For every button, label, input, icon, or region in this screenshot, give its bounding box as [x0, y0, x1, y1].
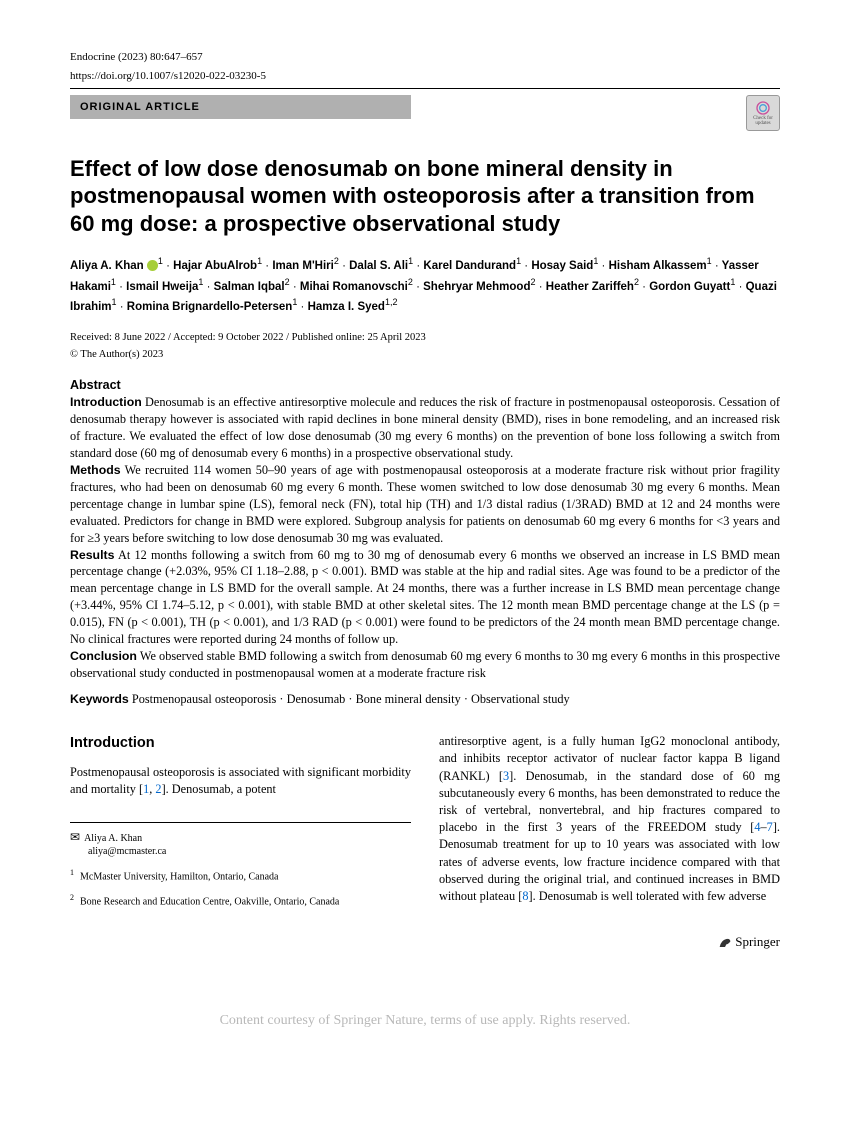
abstract-heading: Abstract: [70, 378, 780, 392]
abstract-results-label: Results: [70, 548, 114, 562]
keywords-line: Keywords Postmenopausal osteoporosis · D…: [70, 692, 780, 707]
publisher-brand: Springer: [70, 934, 780, 951]
watermark-text: Content courtesy of Springer Nature, ter…: [0, 1013, 850, 1029]
keywords-label: Keywords: [70, 692, 129, 706]
springer-horse-icon: [717, 935, 733, 951]
intro-paragraph-right: antiresorptive agent, is a fully human I…: [439, 733, 780, 905]
right-column: antiresorptive agent, is a fully human I…: [439, 733, 780, 909]
publisher-name: Springer: [735, 934, 780, 949]
publication-dates: Received: 8 June 2022 / Accepted: 9 Octo…: [70, 331, 780, 346]
abstract-conclusion-text: We observed stable BMD following a switc…: [70, 649, 780, 680]
affiliation-2: 2Bone Research and Education Centre, Oak…: [70, 892, 411, 909]
intro-paragraph-left: Postmenopausal osteoporosis is associate…: [70, 764, 411, 798]
abstract-conclusion-label: Conclusion: [70, 649, 137, 663]
abstract-methods-label: Methods: [70, 463, 121, 477]
keywords-text: Postmenopausal osteoporosis · Denosumab …: [129, 692, 570, 706]
abstract-intro-text: Denosumab is an effective antiresorptive…: [70, 395, 780, 460]
copyright-line: © The Author(s) 2023: [70, 349, 780, 360]
introduction-heading: Introduction: [70, 733, 411, 753]
check-updates-label: Check for updates: [747, 116, 779, 126]
left-column: Introduction Postmenopausal osteoporosis…: [70, 733, 411, 909]
check-updates-badge[interactable]: Check for updates: [746, 95, 780, 131]
abstract-methods-text: We recruited 114 women 50–90 years of ag…: [70, 463, 780, 545]
refresh-icon: [754, 100, 772, 116]
journal-reference: Endocrine (2023) 80:647–657: [70, 50, 780, 65]
abstract-body: Introduction Denosumab is an effective a…: [70, 394, 780, 682]
article-type-row: ORIGINAL ARTICLE Check for updates: [70, 89, 780, 131]
correspondence-block: ✉ Aliya A. Khan aliya@mcmaster.ca 1McMast…: [70, 822, 411, 910]
envelope-icon: ✉: [70, 830, 80, 844]
corr-author-name: Aliya A. Khan: [84, 833, 142, 844]
body-columns: Introduction Postmenopausal osteoporosis…: [70, 733, 780, 909]
page: Endocrine (2023) 80:647–657 https://doi.…: [0, 0, 850, 991]
corr-author-email[interactable]: aliya@mcmaster.ca: [88, 845, 411, 859]
article-title: Effect of low dose denosumab on bone min…: [70, 155, 780, 238]
article-type-label: ORIGINAL ARTICLE: [70, 95, 210, 119]
abstract-results-text: At 12 months following a switch from 60 …: [70, 548, 780, 647]
abstract-intro-label: Introduction: [70, 395, 142, 409]
author-list: Aliya A. Khan 1 · Hajar AbuAlrob1 · Iman…: [70, 255, 780, 317]
affiliation-1: 1McMaster University, Hamilton, Ontario,…: [70, 867, 411, 884]
doi-link[interactable]: https://doi.org/10.1007/s12020-022-03230…: [70, 69, 780, 84]
